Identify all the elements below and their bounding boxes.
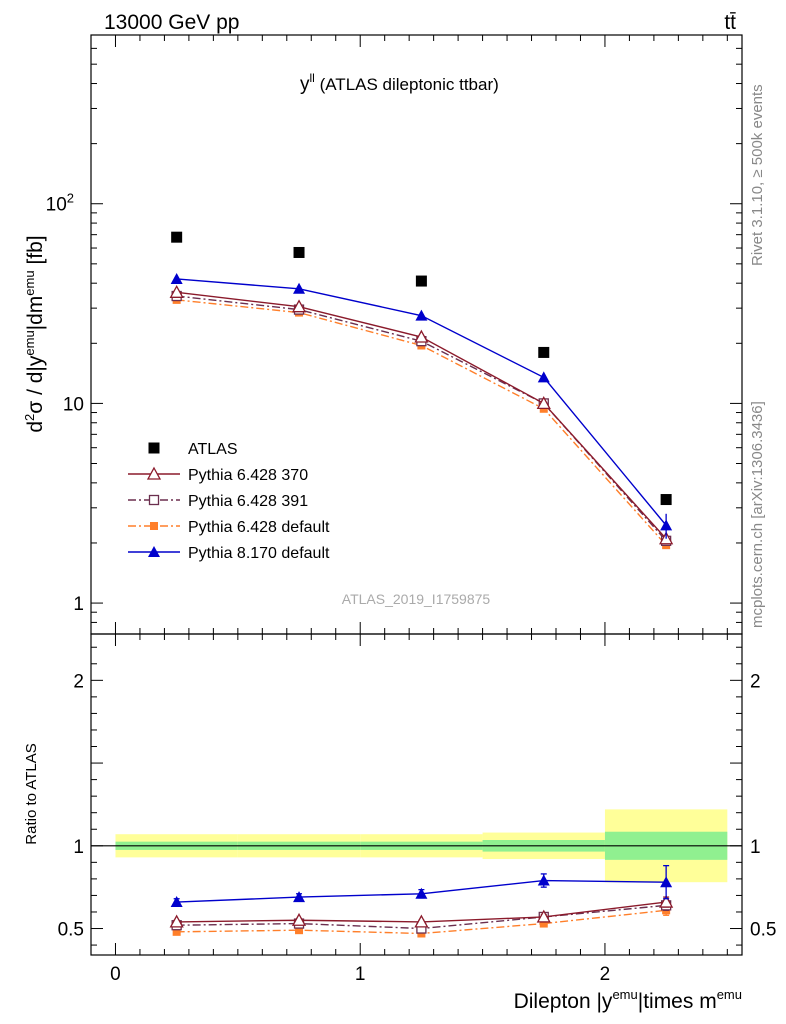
axis-ticks: 0 1 2 1 10 102 0.5 0.5 1 1 2 2 bbox=[46, 34, 776, 985]
ratio-point-p6_default bbox=[295, 926, 304, 935]
legend: ATLAS Pythia 6.428 370 Pythia 6.428 391 Pyt… bbox=[128, 441, 330, 562]
point-atlas bbox=[293, 246, 305, 258]
ratio-y-tick-label: 0.5 bbox=[58, 920, 84, 941]
ratio-point-p8_default bbox=[537, 874, 550, 886]
mcplots-label: mcplots.cern.ch [arXiv:1306.3436] bbox=[749, 401, 766, 628]
point-p8_default bbox=[660, 519, 673, 531]
data-series bbox=[169, 231, 674, 938]
point-p8_default bbox=[415, 309, 428, 321]
ratio-panel-frame bbox=[90, 633, 743, 956]
point-p8_default bbox=[537, 371, 550, 383]
ratio-uncertainty-bands bbox=[91, 809, 742, 883]
legend-label-p6_default: Pythia 6.428 default bbox=[188, 519, 330, 536]
point-atlas bbox=[415, 275, 427, 287]
ratio-point-p8_default bbox=[293, 891, 306, 903]
legend-marker-p6_370 bbox=[146, 466, 162, 480]
ratio-point-p6_370 bbox=[536, 909, 551, 923]
ratio-point-p8_default bbox=[415, 887, 428, 899]
legend-entry-atlas: ATLAS bbox=[148, 441, 238, 458]
ratio-y-tick-label-right: 2 bbox=[750, 671, 761, 692]
legend-entry-p6_370: Pythia 6.428 370 bbox=[128, 466, 308, 484]
plot-title: yll (ATLAS dileptonic ttbar) bbox=[300, 71, 499, 95]
point-atlas bbox=[660, 494, 672, 506]
ratio-point-p6_default bbox=[172, 927, 181, 936]
ratio-point-p6_370 bbox=[291, 912, 307, 926]
point-atlas bbox=[171, 231, 183, 243]
legend-marker-p6_default bbox=[150, 522, 158, 530]
legend-label-p6_391: Pythia 6.428 391 bbox=[188, 493, 308, 510]
point-p8_default bbox=[170, 272, 183, 284]
legend-marker-atlas bbox=[148, 442, 160, 454]
ratio-y-tick-label-right: 1 bbox=[750, 837, 761, 858]
ratio-y-tick-label: 2 bbox=[73, 671, 84, 692]
main-y-tick-label: 10 bbox=[63, 394, 84, 415]
ratio-point-p8_default bbox=[170, 896, 183, 908]
legend-marker-p6_391 bbox=[148, 494, 160, 506]
legend-marker-p8_default bbox=[148, 546, 160, 557]
ratio-point-p6_370 bbox=[414, 914, 429, 928]
legend-entry-p6_default: Pythia 6.428 default bbox=[128, 519, 330, 536]
series-p6_370 bbox=[169, 284, 674, 928]
x-tick-label: 2 bbox=[600, 964, 611, 985]
main-y-axis-label: d2σ / d|yemu|dmemu [fb] bbox=[22, 235, 47, 432]
legend-entry-p6_391: Pythia 6.428 391 bbox=[128, 493, 308, 510]
legend-label-p6_370: Pythia 6.428 370 bbox=[188, 467, 308, 484]
legend-label-p8_default: Pythia 8.170 default bbox=[188, 545, 330, 562]
energy-label: 13000 GeV pp bbox=[104, 11, 239, 34]
ratio-point-p8_default bbox=[660, 876, 673, 888]
ratio-point-p6_370 bbox=[169, 914, 184, 928]
series-line-p6_default bbox=[176, 299, 667, 546]
x-tick-label: 1 bbox=[355, 964, 366, 985]
ratio-y-tick-label: 1 bbox=[73, 837, 84, 858]
main-y-tick-label: 1 bbox=[73, 594, 84, 615]
point-p6_370 bbox=[536, 396, 551, 410]
ratio-point-p6_370 bbox=[659, 894, 674, 908]
series-p8_default bbox=[170, 272, 673, 908]
rivet-label: Rivet 3.1.10, ≥ 500k events bbox=[749, 84, 766, 266]
point-p6_370 bbox=[291, 299, 307, 313]
legend-entry-p8_default: Pythia 8.170 default bbox=[128, 545, 330, 562]
point-p6_370 bbox=[169, 284, 184, 298]
series-atlas bbox=[171, 231, 672, 506]
process-label: tt̄ bbox=[724, 11, 736, 34]
point-atlas bbox=[538, 346, 550, 358]
main-y-tick-label: 102 bbox=[46, 191, 74, 216]
ratio-y-tick-label-right: 0.5 bbox=[750, 920, 776, 941]
ratio-y-axis-label: Ratio to ATLAS bbox=[23, 743, 40, 844]
x-tick-label: 0 bbox=[110, 964, 121, 985]
point-p8_default bbox=[293, 282, 306, 294]
legend-label-atlas: ATLAS bbox=[188, 441, 238, 458]
ratio-point-p6_default bbox=[539, 919, 548, 928]
point-p6_370 bbox=[414, 329, 429, 343]
analysis-id: ATLAS_2019_I1759875 bbox=[342, 591, 491, 607]
x-axis-label: Dilepton |yemu|times memu bbox=[514, 987, 742, 1013]
